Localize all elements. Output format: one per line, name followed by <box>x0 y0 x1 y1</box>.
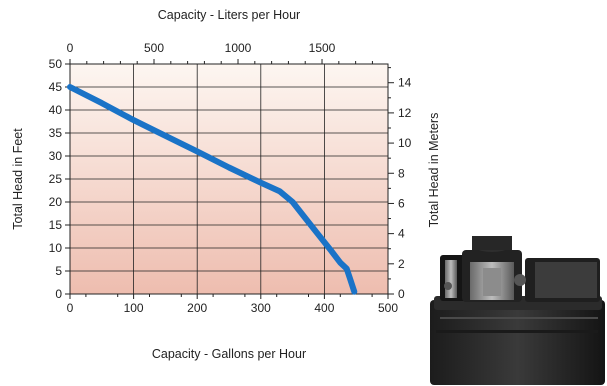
y-left-tick-label: 10 <box>49 241 63 255</box>
x-bottom-tick-label: 0 <box>67 301 74 315</box>
y-left-tick-label: 30 <box>49 149 63 163</box>
bottom-axis-title: Capacity - Gallons per Hour <box>152 347 306 361</box>
y-left-tick-label: 0 <box>55 287 62 301</box>
y-left-tick-label: 25 <box>49 172 63 186</box>
y-right-tick-label: 2 <box>398 257 405 271</box>
y-left-tick-label: 45 <box>49 80 63 94</box>
y-right-tick-label: 10 <box>398 136 412 150</box>
y-left-tick-label: 5 <box>55 264 62 278</box>
y-right-tick-label: 14 <box>398 76 412 90</box>
x-bottom-tick-label: 200 <box>187 301 207 315</box>
x-bottom-tick-label: 500 <box>378 301 398 315</box>
axis-ticks <box>65 59 394 299</box>
y-right-tick-label: 12 <box>398 106 412 120</box>
y-right-tick-label: 4 <box>398 227 405 241</box>
y-right-tick-label: 8 <box>398 166 405 180</box>
x-bottom-tick-label: 100 <box>124 301 144 315</box>
condensate-pump-photo <box>430 236 605 385</box>
y-left-tick-label: 15 <box>49 218 63 232</box>
y-left-tick-label: 20 <box>49 195 63 209</box>
series-line <box>67 84 358 295</box>
y-left-tick-label: 40 <box>49 103 63 117</box>
y-left-tick-label: 35 <box>49 126 63 140</box>
y-right-tick-label: 6 <box>398 196 405 210</box>
series-layer <box>67 84 358 295</box>
y-right-tick-label: 0 <box>398 287 405 301</box>
x-top-tick-label: 1000 <box>225 41 252 55</box>
x-bottom-tick-label: 300 <box>251 301 271 315</box>
right-axis-title: Total Head in Meters <box>427 113 441 228</box>
y-left-tick-label: 50 <box>49 57 63 71</box>
x-bottom-tick-label: 400 <box>314 301 334 315</box>
x-top-tick-label: 500 <box>144 41 164 55</box>
left-axis-title: Total Head in Feet <box>11 128 25 230</box>
x-top-tick-label: 0 <box>67 41 74 55</box>
top-axis-title: Capacity - Liters per Hour <box>158 8 300 22</box>
x-top-tick-label: 1500 <box>309 41 336 55</box>
